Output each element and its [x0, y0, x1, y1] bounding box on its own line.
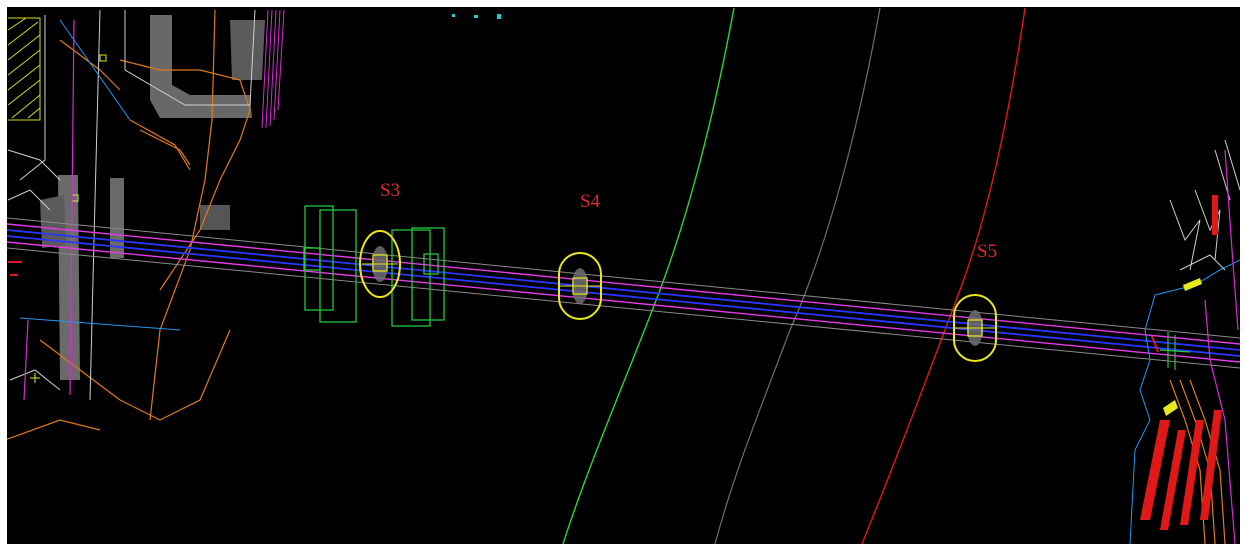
pier-s4-group[interactable] — [558, 252, 602, 320]
right-structure-area — [1129, 139, 1240, 544]
pier-s3-foundation — [303, 205, 445, 327]
grey-dotted-band — [150, 15, 252, 118]
yellow-hatch — [7, 17, 41, 121]
left-structure-area — [7, 9, 285, 440]
contour-red — [861, 7, 1026, 544]
cad-drawing-canvas[interactable]: S3 S4 S5 — [7, 7, 1240, 544]
cyan-marks — [452, 14, 501, 19]
pier-s4-outline — [558, 252, 602, 320]
pier-s5-group[interactable] — [953, 294, 997, 362]
pier-s5-outline — [953, 294, 997, 362]
road-alignment — [7, 217, 1240, 369]
pier-label-s5: S5 — [977, 241, 997, 262]
pier-label-s3: S3 — [380, 180, 400, 201]
contour-green — [562, 7, 735, 544]
pier-label-s4: S4 — [580, 191, 601, 212]
pier-s3-group[interactable] — [303, 205, 445, 327]
contour-grey — [714, 7, 881, 544]
drawing-background — [7, 7, 1240, 544]
pier-s3-outline — [359, 230, 401, 298]
contour-lines — [562, 7, 1026, 544]
